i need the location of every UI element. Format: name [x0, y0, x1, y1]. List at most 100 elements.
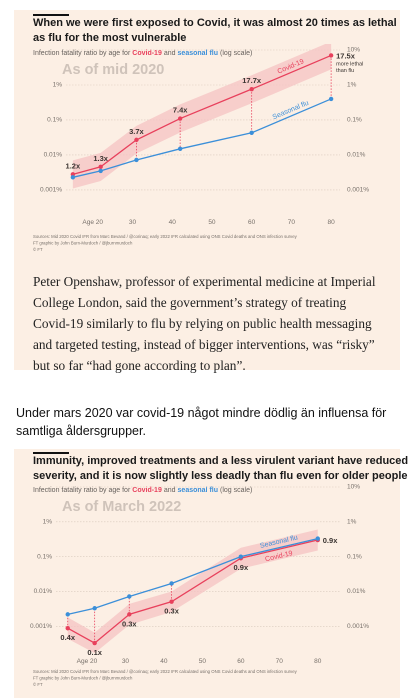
y-tick-label-right: 10% — [347, 47, 360, 54]
ratio-note: than flu — [336, 68, 354, 74]
data-point — [328, 96, 334, 102]
y-tick-label-left: 0.001% — [40, 187, 62, 194]
subtitle-part: Covid-19 — [132, 487, 162, 494]
ratio-label: 7.4x — [173, 106, 188, 115]
ratio-label: 0.3x — [122, 619, 137, 628]
watermark: As of March 2022 — [62, 499, 181, 515]
subtitle-part: and — [164, 50, 176, 57]
ratio-label: 17.5x — [336, 51, 356, 60]
data-point — [92, 606, 97, 611]
y-tick-label-left: 0.01% — [44, 152, 63, 159]
y-tick-label-right: 0.01% — [347, 588, 366, 595]
series-line — [67, 537, 318, 616]
data-point — [249, 86, 254, 92]
source-line: © FT — [33, 247, 43, 252]
x-tick-label: Age 20 — [77, 658, 98, 665]
chart-title: Immunity, improved treatments and a less… — [33, 455, 410, 467]
x-tick-label: 40 — [160, 658, 168, 665]
data-point — [134, 137, 139, 143]
x-tick-label: 50 — [199, 658, 207, 665]
ratio-label: 0.9x — [323, 536, 338, 545]
x-tick-label: 70 — [288, 219, 296, 226]
ratio-note: more lethal — [336, 61, 363, 67]
subtitle-part: Covid-19 — [132, 50, 162, 57]
y-tick-label-left: 0.001% — [30, 623, 52, 630]
y-tick-label-right: 0.01% — [347, 152, 366, 159]
subtitle-part: seasonal flu — [178, 50, 218, 57]
data-point — [169, 581, 174, 586]
subtitle-part: seasonal flu — [178, 487, 218, 494]
data-point — [169, 599, 174, 604]
source-line: Sources: Mid 2020 Covid IFR from Marc Be… — [33, 234, 298, 239]
uncertainty-band — [67, 529, 318, 654]
series-line — [72, 98, 332, 178]
subtitle-part: (log scale) — [220, 487, 252, 494]
y-tick-label-right: 0.1% — [347, 553, 362, 560]
rule — [33, 14, 69, 16]
ratio-label: 3.7x — [129, 127, 144, 136]
y-tick-label-right: 0.1% — [347, 117, 362, 124]
data-point — [65, 626, 70, 631]
x-tick-label: 60 — [248, 219, 256, 226]
x-tick-label: 50 — [208, 219, 216, 226]
x-tick-label: 70 — [276, 658, 284, 665]
x-tick-label: 60 — [237, 658, 245, 665]
rule — [33, 452, 69, 454]
y-tick-label-right: 1% — [347, 82, 357, 89]
chart-title: When we were first exposed to Covid, it … — [33, 17, 397, 29]
data-point — [177, 116, 183, 121]
y-tick-label-right: 0.001% — [347, 187, 369, 194]
data-point — [127, 594, 132, 599]
data-point — [134, 157, 139, 163]
x-tick-label: 40 — [169, 219, 177, 226]
x-tick-label: 80 — [314, 658, 322, 665]
source-line: FT graphic by John Burn-Murdoch / @jburn… — [33, 676, 133, 681]
series-line — [67, 539, 318, 644]
ratio-label: 0.4x — [60, 633, 75, 642]
data-point — [92, 640, 97, 646]
data-point — [238, 554, 244, 559]
x-tick-label: 80 — [328, 219, 336, 226]
chart-title: severity, and it is now slightly less de… — [33, 470, 408, 482]
chart-subtitle: Infection fatality ratio by age for Covid… — [33, 487, 252, 494]
data-point — [70, 175, 76, 180]
data-point — [98, 168, 103, 174]
y-tick-label-left: 1% — [43, 519, 53, 526]
subtitle-part: Infection fatality ratio by age for — [33, 50, 131, 57]
x-tick-label: Age 20 — [82, 219, 103, 226]
subtitle-part: Infection fatality ratio by age for — [33, 487, 131, 494]
series-line — [72, 54, 332, 175]
ratio-label: 1.3x — [93, 154, 108, 163]
y-tick-label-left: 0.01% — [34, 588, 53, 595]
chart-title: as flu for the most vulnerable — [33, 32, 186, 44]
data-point — [249, 130, 254, 136]
y-tick-label-left: 1% — [53, 82, 63, 89]
ratio-label: 17.7x — [242, 76, 262, 85]
ratio-label: 1.2x — [66, 161, 81, 170]
uncertainty-band — [72, 44, 332, 189]
data-point — [127, 612, 132, 617]
watermark: As of mid 2020 — [62, 62, 164, 78]
subtitle-part: and — [164, 487, 176, 494]
ratio-label: 0.9x — [234, 563, 249, 572]
data-point — [65, 612, 70, 617]
y-tick-label-right: 0.001% — [347, 623, 369, 630]
y-tick-label-right: 10% — [347, 484, 360, 491]
y-tick-label-left: 0.1% — [47, 117, 62, 124]
data-point — [315, 536, 320, 541]
data-point — [98, 164, 103, 169]
data-point — [328, 53, 334, 58]
y-tick-label-left: 0.1% — [37, 553, 52, 560]
y-tick-label-right: 1% — [347, 519, 357, 526]
data-point — [177, 146, 183, 152]
source-line: © FT — [33, 682, 43, 687]
ratio-label: 0.1x — [87, 648, 102, 657]
x-tick-label: 30 — [129, 219, 137, 226]
chart-subtitle: Infection fatality ratio by age for Covid… — [33, 50, 252, 57]
source-line: FT graphic by John Burn-Murdoch / @jburn… — [33, 241, 133, 246]
caption: Under mars 2020 var covid-19 något mindr… — [16, 406, 387, 438]
source-line: Sources: Mid 2020 Covid IFR from Marc Be… — [33, 669, 298, 674]
article-paragraph: Peter Openshaw, professor of experimenta… — [33, 274, 376, 373]
